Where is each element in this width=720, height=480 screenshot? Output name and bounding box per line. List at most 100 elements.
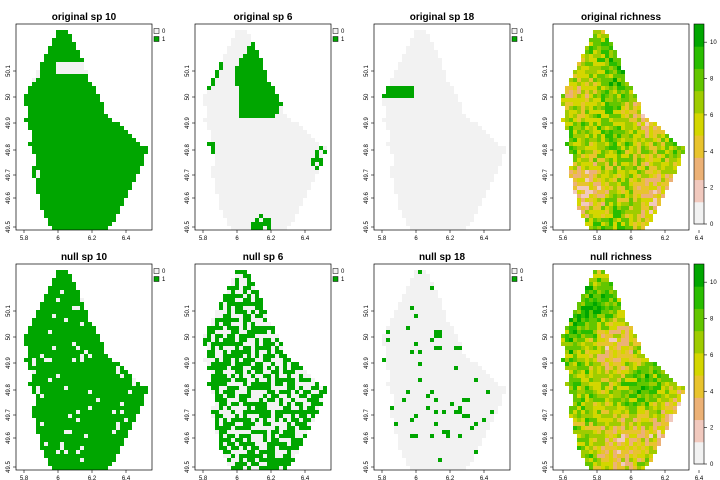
raster-cell [68, 190, 72, 194]
raster-cell [92, 202, 96, 206]
raster-cell [48, 190, 52, 194]
raster-cell [64, 206, 68, 210]
raster-cell [585, 210, 589, 214]
raster-cell [112, 450, 116, 454]
raster-cell [60, 38, 64, 42]
raster-cell [291, 202, 295, 206]
raster-cell [406, 106, 410, 110]
raster-cell [275, 134, 279, 138]
raster-cell [215, 318, 219, 322]
raster-cell [398, 74, 402, 78]
colorbar-segment [694, 90, 704, 114]
raster-cell [219, 142, 223, 146]
raster-cell [52, 438, 56, 442]
raster-cell [124, 186, 128, 190]
raster-cell [657, 190, 661, 194]
raster-cell [601, 54, 605, 58]
raster-cell [470, 166, 474, 170]
raster-cell [68, 98, 72, 102]
raster-cell [609, 118, 613, 122]
raster-cell [641, 162, 645, 166]
raster-cell [454, 214, 458, 218]
raster-cell [76, 102, 80, 106]
raster-cell [633, 154, 637, 158]
raster-cell [104, 210, 108, 214]
raster-cell [474, 130, 478, 134]
raster-cell [68, 78, 72, 82]
raster-cell [104, 150, 108, 154]
raster-cell [96, 142, 100, 146]
raster-cell [48, 170, 52, 174]
raster-cell [36, 366, 40, 370]
raster-cell [637, 146, 641, 150]
raster-cell [617, 154, 621, 158]
raster-cell [116, 158, 120, 162]
raster-cell [394, 126, 398, 130]
raster-cell [132, 398, 136, 402]
raster-cell [482, 142, 486, 146]
raster-cell [585, 206, 589, 210]
raster-cell [259, 310, 263, 314]
raster-cell [442, 202, 446, 206]
raster-cell [52, 322, 56, 326]
raster-cell [450, 114, 454, 118]
raster-cell [64, 190, 68, 194]
raster-cell [299, 166, 303, 170]
raster-cell [653, 154, 657, 158]
raster-cell [28, 362, 32, 366]
raster-cell [235, 98, 239, 102]
raster-cell [263, 174, 267, 178]
raster-cell [311, 162, 315, 166]
raster-cell [458, 162, 462, 166]
raster-cell [124, 170, 128, 174]
raster-cell [601, 162, 605, 166]
raster-cell [410, 74, 414, 78]
raster-cell [390, 114, 394, 118]
raster-cell [40, 98, 44, 102]
raster-cell [410, 38, 414, 42]
raster-cell [235, 58, 239, 62]
raster-cell [629, 218, 633, 222]
raster-cell [32, 334, 36, 338]
raster-cell [100, 374, 104, 378]
raster-cell [52, 402, 56, 406]
raster-cell [247, 106, 251, 110]
raster-cell [44, 362, 48, 366]
raster-cell [243, 174, 247, 178]
raster-cell [84, 410, 88, 414]
raster-cell [633, 198, 637, 202]
raster-cell [490, 170, 494, 174]
raster-cell [56, 346, 60, 350]
legend-swatch [153, 276, 160, 282]
raster-cell [633, 106, 637, 110]
raster-cell [442, 122, 446, 126]
raster-cell [60, 222, 64, 226]
raster-cell [605, 206, 609, 210]
raster-cell [581, 110, 585, 114]
raster-cell [645, 202, 649, 206]
raster-cell [434, 194, 438, 198]
raster-cell [569, 130, 573, 134]
raster-cell [649, 202, 653, 206]
raster-cell [76, 78, 80, 82]
raster-cell [613, 78, 617, 82]
raster-cell [438, 58, 442, 62]
raster-cell [96, 150, 100, 154]
raster-cell [72, 434, 76, 438]
raster-cell [48, 66, 52, 70]
raster-cell [275, 166, 279, 170]
raster-cell [215, 122, 219, 126]
raster-cell [621, 138, 625, 142]
y-tick-label: 49.7 [185, 169, 191, 181]
raster-cell [597, 222, 601, 226]
raster-cell [96, 182, 100, 186]
raster-cell [390, 94, 394, 98]
raster-cell [418, 194, 422, 198]
raster-cell [255, 314, 259, 318]
raster-cell [72, 122, 76, 126]
raster-cell [36, 78, 40, 82]
raster-cell [275, 198, 279, 202]
raster-cell [88, 458, 92, 462]
raster-cell [390, 130, 394, 134]
raster-cell [625, 166, 629, 170]
